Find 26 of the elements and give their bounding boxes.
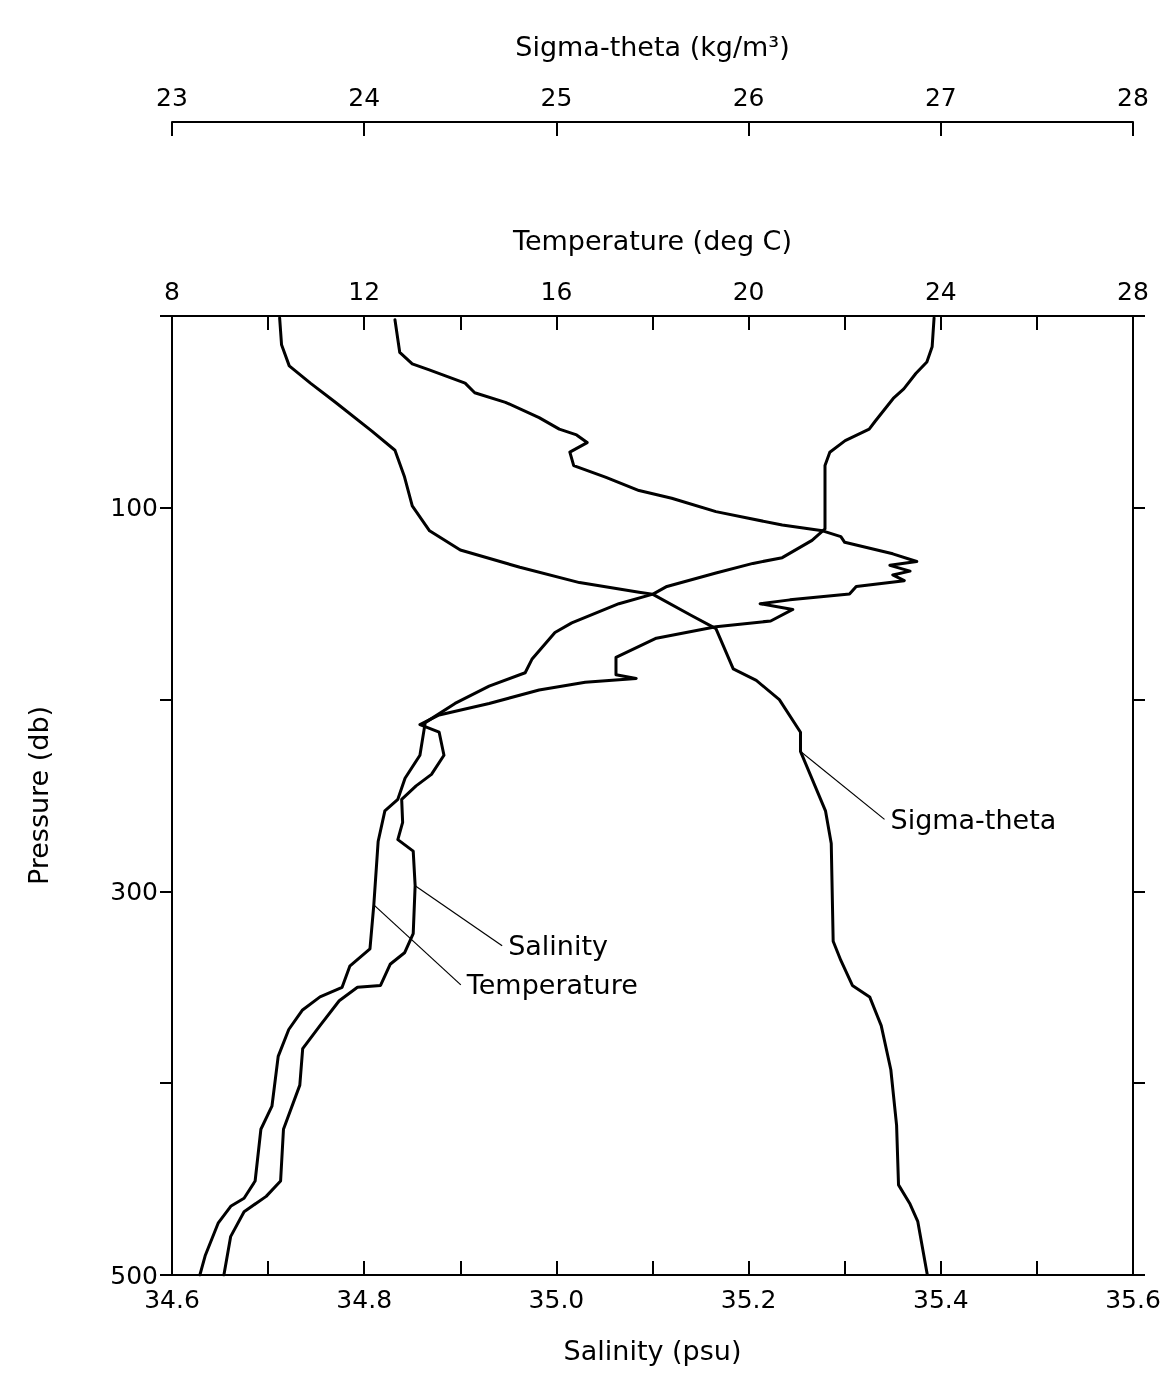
x-axis-title: Salinity (psu) — [563, 1335, 742, 1366]
x-tick-label: 34.8 — [336, 1285, 393, 1314]
x2-tick-label: 20 — [732, 277, 765, 306]
x-tick-label: 35.6 — [1105, 1285, 1161, 1314]
x2-tick-label: 28 — [1117, 277, 1149, 306]
x-tick-label: 35.0 — [528, 1285, 585, 1314]
y-tick-label: 100 — [110, 493, 158, 523]
y-tick-label: 300 — [110, 876, 158, 906]
text: Salinity — [508, 930, 609, 962]
x-tick-label: 23 — [156, 83, 188, 112]
text: Sigma-theta — [890, 803, 1057, 835]
x-tick-label: 24 — [348, 83, 381, 112]
x2-tick-label: 24 — [924, 277, 957, 306]
x-tick-label: 35.2 — [720, 1285, 777, 1314]
x2-tick-label: 12 — [348, 277, 381, 306]
x2-tick-label: 16 — [540, 277, 573, 306]
x-tick-label: 28 — [1117, 83, 1149, 112]
legend-label: Temperature — [465, 969, 638, 1001]
x-axis-title: Sigma-theta (kg/m³) — [515, 31, 790, 62]
x-tick-label: 27 — [924, 83, 957, 112]
x-tick-label: 25 — [540, 83, 573, 112]
x2-tick-label: 8 — [164, 277, 180, 306]
y-axis-title: Pressure (db) — [23, 705, 54, 886]
x2-axis-title: Temperature (deg C) — [511, 225, 793, 256]
x-tick-label: 26 — [732, 83, 765, 112]
x-tick-label: 35.4 — [912, 1285, 969, 1314]
